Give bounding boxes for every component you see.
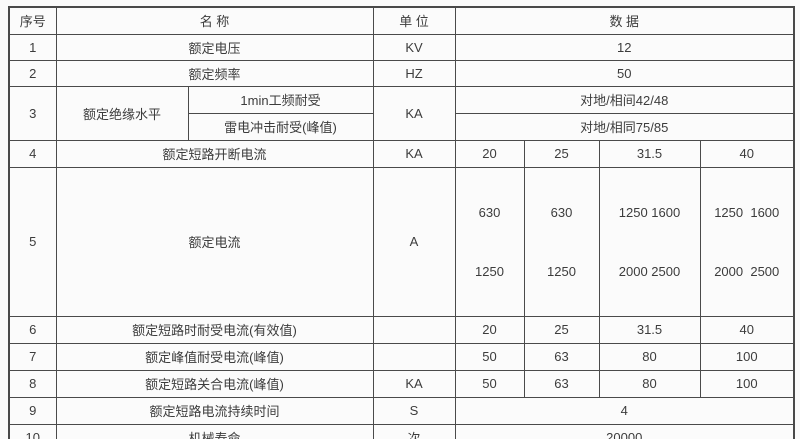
- row-7-unit: [372, 342, 456, 371]
- row-8-name: 额定短路关合电流(峰值): [55, 369, 374, 398]
- row-2-name: 额定频率: [55, 59, 374, 87]
- table-row: 10 机械寿命 次 20000: [8, 423, 795, 439]
- row-6-unit: [372, 315, 456, 344]
- row-4-data-1: 20: [454, 139, 525, 168]
- row-5-data-3-bottom: 2000 2500: [618, 263, 681, 279]
- row-9-name: 额定短路电流持续时间: [55, 396, 374, 425]
- row-1-no: 1: [8, 33, 57, 61]
- row-2-unit: HZ: [372, 59, 456, 87]
- header-data: 数 据: [454, 6, 795, 35]
- header-row: 序号 名 称 单 位 数 据: [8, 6, 795, 35]
- row-2-data: 50: [454, 59, 795, 87]
- row-6-data-2: 25: [523, 315, 600, 344]
- row-5-unit: A: [372, 166, 456, 317]
- row-4-data-2: 25: [523, 139, 600, 168]
- row-5-data-2-bottom: 1250: [547, 263, 576, 279]
- header-unit: 单 位: [372, 6, 456, 35]
- table-row: 5 额定电流 A 630 1250 630 1250 1250 1600 200…: [8, 166, 795, 317]
- table-row: 1 额定电压 KV 12: [8, 33, 795, 61]
- row-4-no: 4: [8, 139, 57, 168]
- row-3-subname-bottom: 雷电冲击耐受(峰值): [187, 112, 374, 141]
- row-4-data-4: 40: [699, 139, 795, 168]
- row-5-data-3: 1250 1600 2000 2500: [598, 166, 701, 317]
- row-5-data-2-top: 630: [550, 204, 573, 220]
- spec-table: 序号 名 称 单 位 数 据 1 额定电压 KV 12 2 额定频率 HZ 50…: [8, 6, 795, 439]
- row-5-data-4: 1250 1600 2000 2500: [699, 166, 795, 317]
- row-3-data-top: 对地/相间42/48: [454, 85, 795, 114]
- row-2-no: 2: [8, 59, 57, 87]
- row-3-name: 额定绝缘水平: [55, 85, 189, 141]
- table-row: 8 额定短路关合电流(峰值) KA 50 63 80 100: [8, 369, 795, 398]
- row-8-data-4: 100: [699, 369, 795, 398]
- row-5-data-1: 630 1250: [454, 166, 525, 317]
- row-7-data-1: 50: [454, 342, 525, 371]
- row-6-data-4: 40: [699, 315, 795, 344]
- row-8-unit: KA: [372, 369, 456, 398]
- row-6-no: 6: [8, 315, 57, 344]
- row-3-no: 3: [8, 85, 57, 141]
- row-10-no: 10: [8, 423, 57, 439]
- table-row: 2 额定频率 HZ 50: [8, 59, 795, 87]
- row-6-data-1: 20: [454, 315, 525, 344]
- row-9-no: 9: [8, 396, 57, 425]
- row-3-subname-top: 1min工频耐受: [187, 85, 374, 114]
- row-1-data: 12: [454, 33, 795, 61]
- row-7-name: 额定峰值耐受电流(峰值): [55, 342, 374, 371]
- row-3-data-bottom: 对地/相同75/85: [454, 112, 795, 141]
- row-1-name: 额定电压: [55, 33, 374, 61]
- row-4-name: 额定短路开断电流: [55, 139, 374, 168]
- table-row: 9 额定短路电流持续时间 S 4: [8, 396, 795, 425]
- row-5-data-2: 630 1250: [523, 166, 600, 317]
- row-10-name: 机械寿命: [55, 423, 374, 439]
- row-5-no: 5: [8, 166, 57, 317]
- table-row: 4 额定短路开断电流 KA 20 25 31.5 40: [8, 139, 795, 168]
- header-name: 名 称: [55, 6, 374, 35]
- row-7-data-4: 100: [699, 342, 795, 371]
- row-7-data-3: 80: [598, 342, 701, 371]
- table-row: 7 额定峰值耐受电流(峰值) 50 63 80 100: [8, 342, 795, 371]
- table-row: 6 额定短路时耐受电流(有效值) 20 25 31.5 40: [8, 315, 795, 344]
- row-5-data-1-bottom: 1250: [475, 263, 504, 279]
- row-9-data: 4: [454, 396, 795, 425]
- row-5-data-4-top: 1250 1600: [714, 204, 780, 220]
- row-10-unit: 次: [372, 423, 456, 439]
- row-6-name: 额定短路时耐受电流(有效值): [55, 315, 374, 344]
- row-5-data-3-top: 1250 1600: [618, 204, 681, 220]
- row-10-data: 20000: [454, 423, 795, 439]
- table-row: 3 额定绝缘水平 1min工频耐受 KA 对地/相间42/48: [8, 85, 795, 141]
- row-7-data-2: 63: [523, 342, 600, 371]
- row-1-unit: KV: [372, 33, 456, 61]
- row-6-data-3: 31.5: [598, 315, 701, 344]
- row-5-name: 额定电流: [55, 166, 374, 317]
- row-8-data-3: 80: [598, 369, 701, 398]
- row-8-no: 8: [8, 369, 57, 398]
- row-4-data-3: 31.5: [598, 139, 701, 168]
- row-8-data-1: 50: [454, 369, 525, 398]
- table-row: 雷电冲击耐受(峰值) 对地/相同75/85: [9, 112, 795, 141]
- row-5-data-1-top: 630: [478, 204, 501, 220]
- row-5-data-4-bottom: 2000 2500: [714, 263, 780, 279]
- header-no: 序号: [8, 6, 57, 35]
- row-4-unit: KA: [372, 139, 456, 168]
- row-8-data-2: 63: [523, 369, 600, 398]
- row-9-unit: S: [372, 396, 456, 425]
- row-3-unit: KA: [372, 85, 456, 141]
- row-7-no: 7: [8, 342, 57, 371]
